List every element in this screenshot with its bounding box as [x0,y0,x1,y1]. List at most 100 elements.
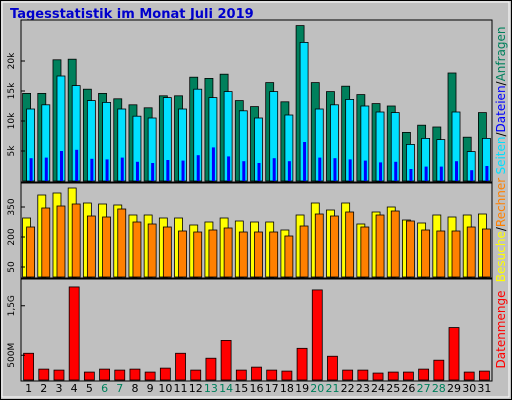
bar [463,371,475,381]
bar [269,231,279,278]
x-tick-label: 19 [295,382,309,395]
bar [418,368,430,381]
bar [470,170,474,181]
bar [71,203,81,278]
bar [287,161,291,181]
x-tick-label: 4 [71,382,78,395]
y-tick-label: 20k [7,52,17,69]
legend-entry: Anfragen [494,26,508,81]
bar [372,372,384,381]
x-tick-label: 2 [40,382,47,395]
legend-separator: / [494,132,508,137]
bar [235,369,247,381]
bar [242,161,246,181]
y-tick-label: 1,5G [7,295,17,316]
legend: Datenmenge [494,291,508,369]
bar [451,230,461,278]
plot-area [20,278,493,382]
bar [151,163,155,181]
bar [193,231,203,278]
bar [448,327,460,381]
bar [56,205,66,278]
x-tick-label: 23 [356,382,370,395]
bar [299,225,309,278]
legend: Seiten/Dateien/Anfragen [494,26,508,174]
legend-separator: / [494,226,508,231]
bar [175,352,186,381]
x-tick-label: 28 [432,382,446,395]
x-tick-label: 8 [131,382,138,395]
bar [375,214,385,278]
y-tick-label: 200 [7,228,17,245]
x-tick-label: 9 [147,382,154,395]
bar [363,160,367,181]
x-tick-label: 27 [417,382,431,395]
bar [68,286,80,381]
bar [147,223,157,278]
bar [284,235,294,278]
x-tick-label: 17 [265,382,279,395]
bar [439,166,443,181]
y-tick-label: 500M [7,343,17,368]
bar [120,157,124,181]
bar [257,163,261,181]
bar [90,158,94,181]
bar [360,226,370,278]
bar [86,215,96,278]
legend-entry: Dateien [494,85,508,132]
x-tick-label: 24 [371,382,385,395]
bar [190,369,202,381]
bar [387,371,399,381]
x-tick-label: 30 [462,382,476,395]
bar [117,208,127,278]
bar [196,155,200,181]
bar [211,147,215,181]
bar [129,368,141,381]
x-tick-label: 25 [386,382,400,395]
bar [281,370,293,381]
y-tick-label: 50 [7,261,17,273]
bar [75,149,79,181]
bar [254,231,263,278]
bar [166,160,170,181]
x-tick-label: 29 [447,382,461,395]
bar [379,162,383,181]
bar [44,157,48,181]
bar [23,352,34,381]
bar [105,159,109,181]
bar [466,226,476,278]
x-tick-label: 10 [158,382,172,395]
bar [251,366,262,381]
x-tick-label: 6 [101,382,108,395]
bar [83,371,95,381]
bar [178,230,187,278]
x-tick-label: 21 [325,382,339,395]
bar [26,226,35,278]
bar [38,368,50,381]
y-tick-label: 15k [7,82,17,99]
bar [159,367,171,381]
y-tick-label: 5k [7,145,17,157]
x-tick-label: 13 [204,382,218,395]
bar [223,227,233,278]
bar [135,161,139,181]
bar [311,289,323,381]
x-tick-label: 5 [86,382,93,395]
bar [59,151,63,181]
bar [227,156,231,181]
bar [482,228,491,278]
chart-title: Tagesstatistik im Monat Juli 2019 [10,7,254,22]
x-tick-label: 22 [341,382,355,395]
bar [99,368,110,381]
bar [333,158,337,181]
bar [330,215,339,278]
bar [357,369,369,381]
bar [238,231,248,278]
bar [162,226,172,278]
bar [102,216,111,278]
bar [272,158,276,181]
bar [296,347,308,381]
bar [41,207,51,278]
